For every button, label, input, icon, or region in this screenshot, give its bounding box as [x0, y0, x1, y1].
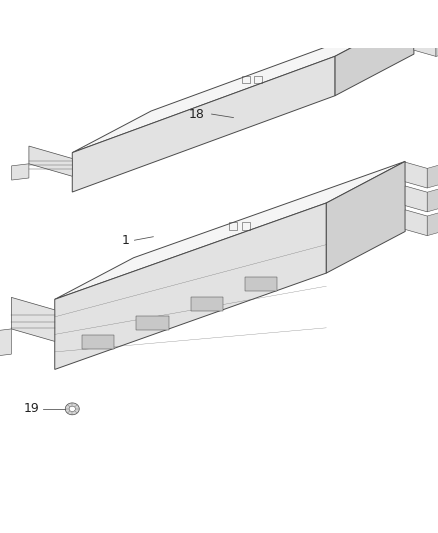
Polygon shape: [55, 161, 405, 300]
Polygon shape: [11, 164, 29, 180]
Polygon shape: [69, 406, 75, 411]
Polygon shape: [414, 26, 436, 43]
Polygon shape: [436, 29, 438, 43]
Polygon shape: [414, 12, 436, 30]
Text: 19: 19: [24, 402, 39, 415]
Polygon shape: [436, 15, 438, 30]
Polygon shape: [414, 39, 436, 56]
Polygon shape: [245, 278, 277, 292]
Polygon shape: [436, 42, 438, 56]
Polygon shape: [29, 146, 72, 176]
Polygon shape: [72, 14, 414, 152]
Polygon shape: [11, 297, 55, 342]
Polygon shape: [136, 316, 169, 330]
Text: 18: 18: [189, 108, 205, 120]
Polygon shape: [72, 56, 335, 192]
Polygon shape: [55, 203, 326, 369]
Polygon shape: [405, 186, 427, 212]
Polygon shape: [191, 297, 223, 311]
Polygon shape: [405, 210, 427, 236]
Polygon shape: [427, 189, 438, 212]
Text: 1: 1: [121, 233, 129, 247]
Polygon shape: [326, 161, 405, 273]
Polygon shape: [427, 213, 438, 236]
Polygon shape: [427, 165, 438, 188]
Polygon shape: [335, 14, 414, 96]
Polygon shape: [0, 329, 11, 356]
Polygon shape: [82, 335, 114, 349]
Polygon shape: [65, 403, 79, 415]
Polygon shape: [405, 162, 427, 188]
